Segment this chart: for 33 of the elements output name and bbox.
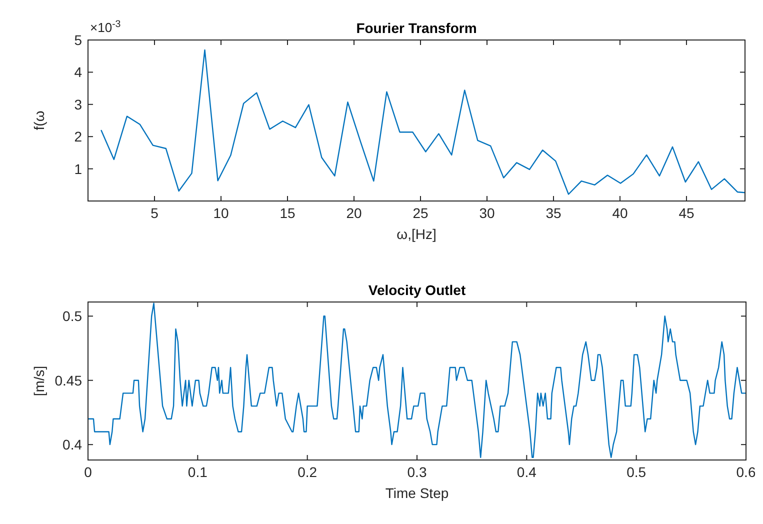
x-tick-label: 15 (280, 205, 296, 221)
x-tick-label: 0.3 (407, 464, 427, 480)
x-tick-label: 45 (678, 205, 694, 221)
y-tick-label: 3 (74, 96, 82, 112)
line-series (100, 49, 745, 195)
x-tick-label: 5 (150, 205, 159, 221)
x-tick-label: 25 (412, 205, 428, 221)
x-axis-title: Time Step (385, 485, 449, 501)
y-tick-label: 1 (74, 160, 82, 177)
x-tick-label: 40 (612, 205, 628, 221)
line-series (88, 302, 746, 458)
x-tick-label: 20 (346, 205, 362, 221)
chart-title: Velocity Outlet (368, 282, 466, 298)
x-tick-label: 0.2 (298, 464, 318, 480)
chart-title: Fourier Transform (356, 20, 477, 36)
x-tick-label: 0 (84, 464, 92, 480)
x-tick-label: 0.6 (736, 464, 756, 480)
x-tick-label: 30 (479, 205, 495, 221)
y-tick-label: 5 (74, 32, 82, 48)
text: ×10$^{-3}$ (90, 18, 121, 35)
x-tick-label: 0.1 (188, 464, 208, 480)
y-tick-label: 0.45 (54, 372, 82, 388)
x-tick-label: 10 (213, 205, 229, 221)
y-tick-label: 4 (74, 64, 82, 80)
x-tick-label: 0.5 (626, 464, 646, 480)
y-axis-title: f(ω (31, 110, 47, 130)
x-tick-label: 0.4 (516, 464, 537, 480)
x-tick-label: 35 (546, 205, 562, 221)
y-tick-label: 0.4 (62, 436, 82, 453)
y-axis-title: [m/s] (31, 366, 47, 396)
y-tick-label: 2 (74, 128, 82, 145)
y-tick-label: 0.5 (62, 308, 82, 324)
x-axis-title: ω,[Hz] (396, 226, 436, 242)
